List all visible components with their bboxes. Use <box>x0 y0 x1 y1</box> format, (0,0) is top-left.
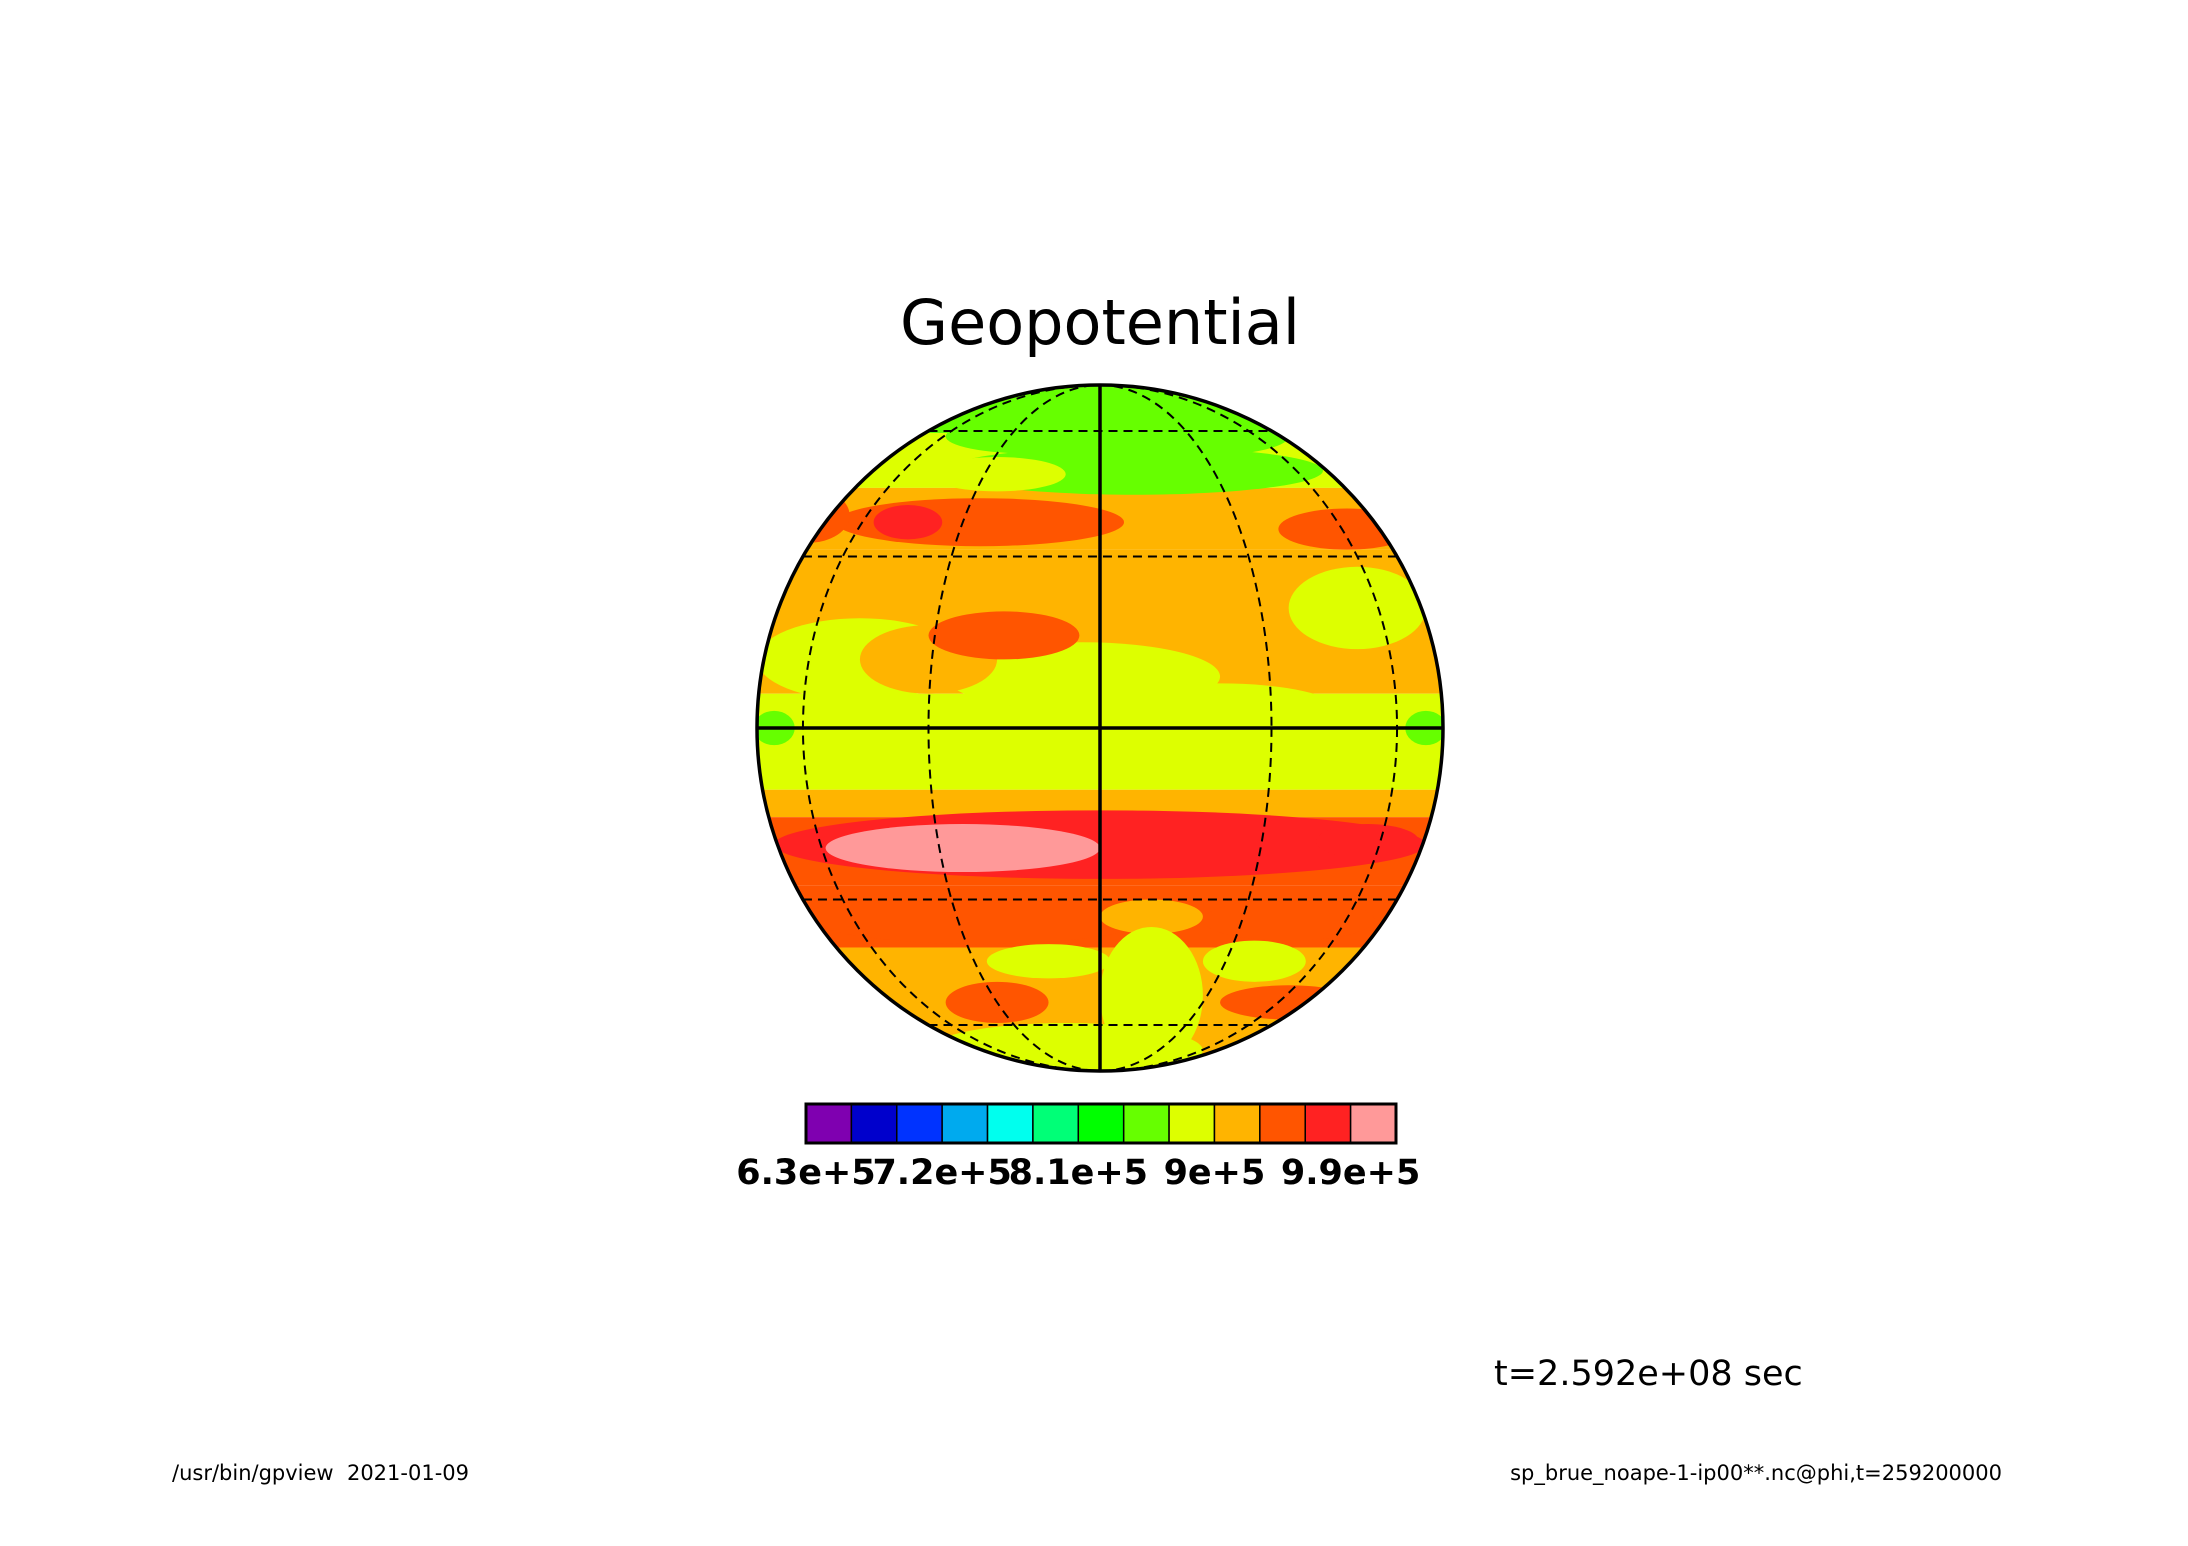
colorbar-tick-label: 6.3e+5 <box>736 1153 875 1193</box>
colorbar-box <box>1349 1103 1397 1144</box>
field-region <box>1278 508 1416 550</box>
colorbar-box <box>1122 1103 1170 1144</box>
colorbar-box <box>1213 1103 1261 1144</box>
time-label: t=2.592e+08 sec <box>1494 1354 1803 1394</box>
field-region <box>1288 566 1426 650</box>
colorbar-box <box>896 1103 943 1144</box>
field-region <box>825 824 1100 873</box>
footer-left: /usr/bin/gpview 2021-01-09 <box>172 1461 469 1485</box>
field-region <box>767 487 850 543</box>
field-region <box>945 419 1118 454</box>
colorbar-box <box>1077 1103 1125 1144</box>
globe-outline <box>755 383 1445 1073</box>
field-region <box>1316 824 1419 859</box>
colorbar-tick-label: 7.2e+5 <box>872 1153 1011 1193</box>
colorbar-box <box>805 1103 853 1144</box>
footer-right: sp_brue_noape-1-ip00**.nc@phi,t=25920000… <box>1510 1461 2002 1486</box>
field-region <box>986 944 1111 979</box>
colorbar-box <box>986 1103 1034 1144</box>
colorbar-box <box>1304 1103 1352 1144</box>
colorbar-box <box>1259 1103 1306 1144</box>
colorbar-tick-label: 8.1e+5 <box>1009 1153 1148 1193</box>
colorbar-frame <box>804 1102 1398 1145</box>
colorbar: 6.3e+57.2e+58.1e+5 9e+5 9.9e+5 <box>736 1102 1420 1193</box>
field-region <box>873 505 943 540</box>
field-region <box>928 611 1080 660</box>
field-region <box>928 457 1066 492</box>
colorbar-tick-label: 9e+5 <box>1164 1153 1266 1193</box>
colorbar-box <box>850 1103 898 1144</box>
colorbar-box <box>1032 1103 1080 1144</box>
colorbar-box <box>941 1103 989 1144</box>
colorbar-box <box>1168 1103 1216 1144</box>
chart-title: Geopotential <box>900 286 1300 359</box>
field-region <box>1100 899 1203 934</box>
field-region <box>1100 683 1341 739</box>
colorbar-tick-label: 9.9e+5 <box>1281 1153 1420 1193</box>
field-region <box>808 889 1152 945</box>
field-region <box>1202 899 1375 941</box>
field-region <box>1202 940 1306 982</box>
